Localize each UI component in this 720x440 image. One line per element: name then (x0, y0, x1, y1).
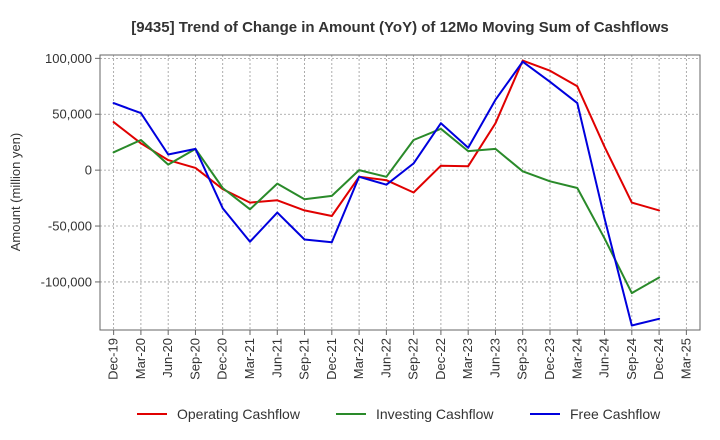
grid-layer (100, 55, 700, 330)
legend-label-investing-cashflow: Investing Cashflow (376, 406, 494, 422)
x-tick-label: Sep-20 (187, 338, 202, 380)
series-line-operating-cashflow (112, 59, 661, 217)
legend-label-operating-cashflow: Operating Cashflow (177, 406, 301, 422)
legend: Operating Cashflow Investing Cashflow Free… (137, 406, 661, 422)
x-tick-label: Dec-22 (433, 338, 448, 380)
x-tick-label: Sep-23 (515, 338, 530, 380)
x-tick-label: Mar-24 (569, 338, 584, 379)
x-tick-label: Dec-21 (324, 338, 339, 380)
x-tick-label: Dec-19 (106, 338, 121, 380)
x-tick-label: Sep-24 (624, 338, 639, 380)
x-tick-label: Mar-20 (133, 338, 148, 379)
plot-area-border (99, 54, 701, 331)
series-line-investing-cashflow (112, 127, 661, 295)
tick-layer: 100,000 50,000 0 -50,000 -100,000 Dec-19 Mar-2… (41, 51, 694, 380)
x-tick-label: Dec-20 (215, 338, 230, 380)
x-tick-label: Jun-21 (269, 338, 284, 378)
x-tick-label: Dec-24 (651, 338, 666, 380)
x-tick-label: Jun-22 (378, 338, 393, 378)
y-tick-label: 100,000 (45, 51, 92, 66)
x-tick-label: Jun-24 (597, 338, 612, 378)
y-tick-label: 50,000 (52, 107, 92, 122)
x-tick-label: Jun-23 (487, 338, 502, 378)
x-tick-label: Mar-21 (242, 338, 257, 379)
x-tick-label: Sep-22 (406, 338, 421, 380)
y-tick-label: -100,000 (41, 274, 92, 289)
chart-title: [9435] Trend of Change in Amount (YoY) o… (131, 19, 669, 36)
x-tick-label: Mar-23 (460, 338, 475, 379)
x-tick-label: Dec-23 (542, 338, 557, 380)
y-tick-label: -50,000 (48, 219, 92, 234)
x-tick-label: Sep-21 (297, 338, 312, 380)
series-layer (112, 59, 661, 327)
x-tick-label: Jun-20 (160, 338, 175, 378)
x-tick-label: Mar-22 (351, 338, 366, 379)
series-line-free-cashflow (112, 60, 661, 327)
y-tick-label: 0 (85, 163, 92, 178)
x-tick-label: Mar-25 (678, 338, 693, 379)
legend-label-free-cashflow: Free Cashflow (570, 406, 661, 422)
y-axis-label: Amount (million yen) (8, 133, 23, 252)
